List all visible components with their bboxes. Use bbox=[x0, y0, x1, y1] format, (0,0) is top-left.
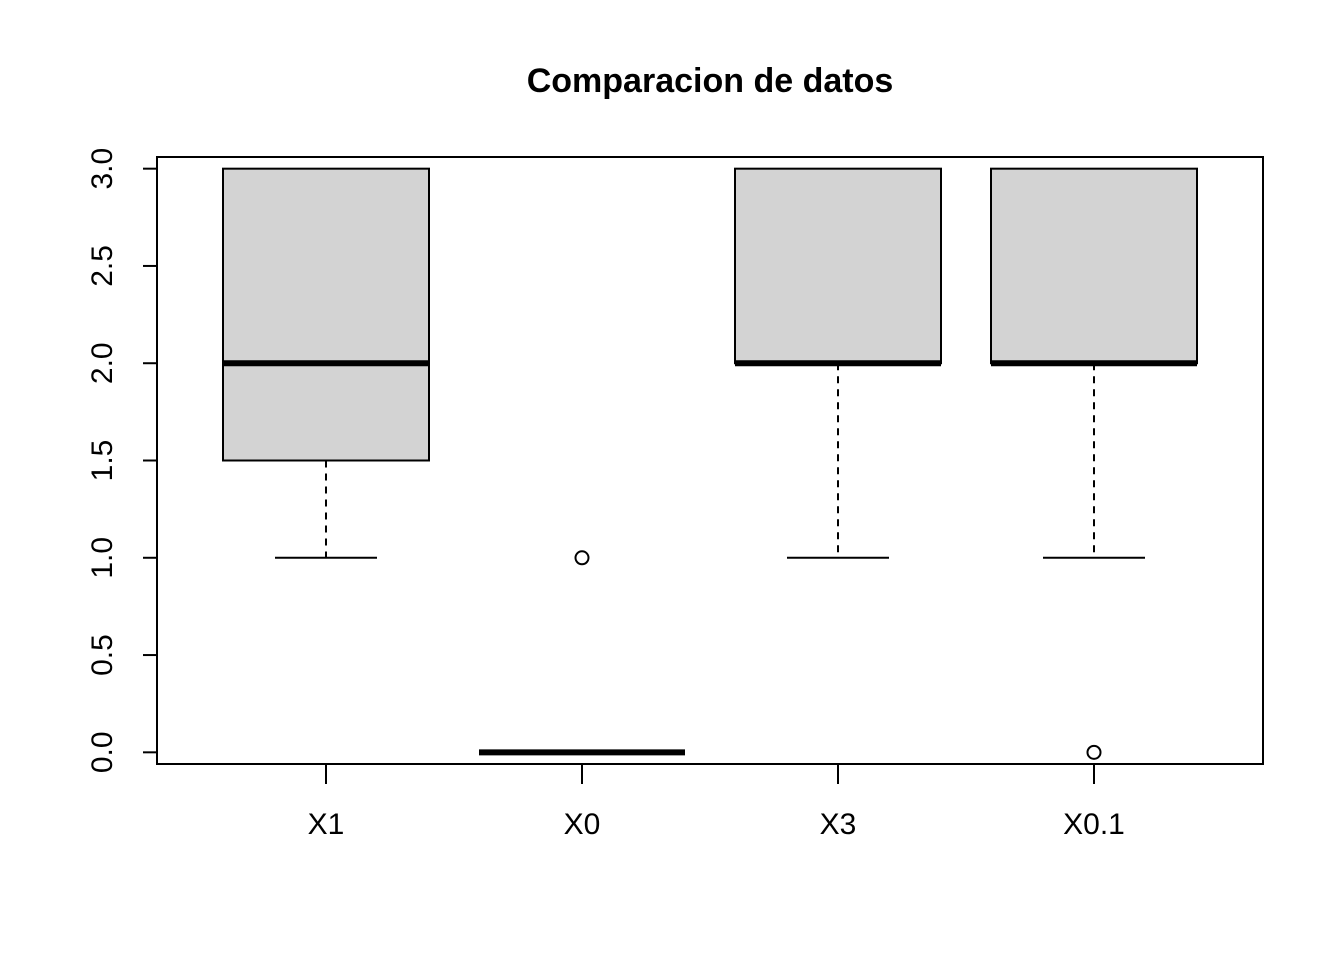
box-1-iqr bbox=[222, 167, 430, 462]
x-tick-label-3: X0.1 bbox=[1063, 808, 1125, 841]
plot-area: 0.0 0.5 1.0 1.5 2.0 2.5 3.0 X1 X0 X3 X0.1 bbox=[86, 148, 1264, 841]
x-tick-label-1: X0 bbox=[564, 808, 601, 841]
y-tick-label-3: 1.5 bbox=[86, 440, 119, 482]
y-tick-label-4: 2.0 bbox=[86, 342, 119, 384]
y-tick-label-6: 3.0 bbox=[86, 148, 119, 190]
box-3-iqr bbox=[734, 167, 942, 365]
x-tick-label-2: X3 bbox=[820, 808, 857, 841]
chart-title: Comparacion de datos bbox=[527, 62, 894, 100]
box-4-iqr bbox=[990, 167, 1198, 365]
y-tick-label-0: 0.0 bbox=[86, 731, 119, 773]
box-4-outlier-0 bbox=[1086, 744, 1102, 760]
y-tick-label-5: 2.5 bbox=[86, 245, 119, 287]
y-tick-label-1: 0.5 bbox=[86, 634, 119, 676]
x-tick-label-0: X1 bbox=[308, 808, 345, 841]
box-2-outlier-0 bbox=[574, 550, 590, 566]
y-tick-label-2: 1.0 bbox=[86, 537, 119, 579]
